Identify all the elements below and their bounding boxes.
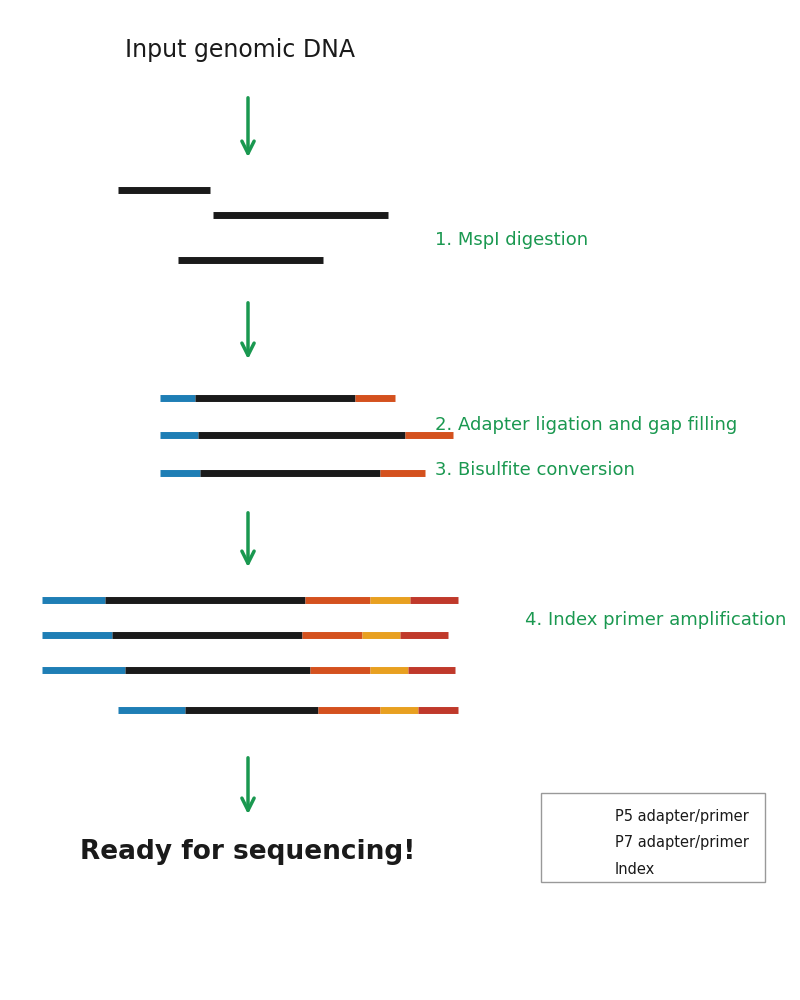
FancyBboxPatch shape: [541, 793, 765, 882]
Text: P5 adapter/primer: P5 adapter/primer: [615, 810, 749, 824]
Text: 3. Bisulfite conversion: 3. Bisulfite conversion: [435, 461, 635, 479]
Text: 2. Adapter ligation and gap filling: 2. Adapter ligation and gap filling: [435, 416, 738, 434]
Text: Ready for sequencing!: Ready for sequencing!: [80, 839, 416, 865]
Text: P7 adapter/primer: P7 adapter/primer: [615, 836, 749, 850]
Text: 1. MspI digestion: 1. MspI digestion: [435, 231, 588, 249]
Text: Index: Index: [615, 861, 655, 876]
Text: 4. Index primer amplification: 4. Index primer amplification: [525, 611, 786, 629]
Text: Input genomic DNA: Input genomic DNA: [125, 38, 355, 62]
